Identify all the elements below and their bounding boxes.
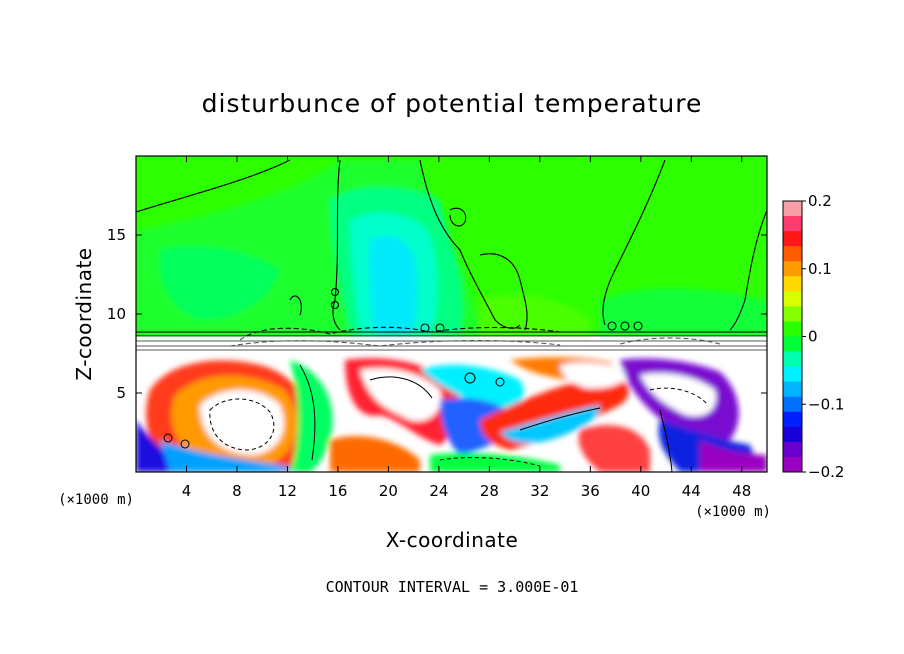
tropopause-band [136, 336, 767, 354]
colorbar-swatch [783, 216, 802, 232]
tropopause-contours [136, 326, 767, 351]
x-tick-label: 8 [232, 482, 242, 500]
y-tick-label: 10 [107, 305, 126, 323]
colorbar-swatch [783, 456, 802, 473]
chart-title: disturbunce of potential temperature [202, 89, 703, 118]
colorbar-tick-label: −0.2 [808, 463, 844, 481]
x-tick-label: 20 [379, 482, 398, 500]
colorbar-tick-label: 0.2 [808, 192, 832, 210]
colorbar-swatch [783, 276, 802, 292]
x-tick-label: 44 [682, 482, 701, 500]
lower-field-anomalies [136, 357, 767, 472]
y-tick-label: 5 [116, 384, 126, 402]
contour-interval-note: CONTOUR INTERVAL = 3.000E-01 [326, 578, 579, 596]
x-unit-label-right: (×1000 m) [695, 504, 771, 520]
colorbar-swatch [783, 396, 802, 413]
colorbar-swatch [783, 411, 802, 428]
colorbar-tick-label: −0.1 [808, 395, 844, 413]
x-unit-label-left: (×1000 m) [58, 492, 134, 508]
upper-field-contours [136, 159, 767, 333]
y-axis-label: Z-coordinate [72, 247, 96, 380]
x-axis-label: X-coordinate [386, 528, 519, 552]
colorbar-swatch [783, 336, 802, 353]
colorbar-tick-label: 0 [808, 328, 818, 346]
x-tick-label: 12 [278, 482, 297, 500]
y-tick-label: 15 [107, 226, 126, 244]
colorbar-tick-label: 0.1 [808, 260, 832, 278]
plot-area [136, 156, 767, 472]
x-tick-label: 40 [631, 482, 650, 500]
upper-field-anomalies [136, 160, 767, 336]
colorbar-swatch [783, 426, 802, 443]
x-tick-label: 16 [328, 482, 347, 500]
x-tick-label: 24 [429, 482, 448, 500]
colorbar-swatch [783, 351, 802, 368]
x-tick-label: 32 [530, 482, 549, 500]
colorbar-ticks: 0.2 0.1 0 −0.1 −0.2 [802, 192, 844, 481]
y-axis-ticks: 5 10 15 [107, 226, 767, 402]
x-tick-label: 4 [182, 482, 192, 500]
x-tick-label: 28 [480, 482, 499, 500]
colorbar-swatch [783, 441, 802, 458]
colorbar-swatch [783, 366, 802, 383]
x-axis-ticks: 4 8 12 16 20 24 28 32 36 40 44 48 [182, 156, 751, 500]
colorbar [782, 200, 803, 473]
lower-field-contours [163, 364, 709, 472]
colorbar-swatch [783, 261, 802, 277]
colorbar-swatch [783, 231, 802, 247]
colorbar-swatch [783, 381, 802, 398]
x-tick-label: 36 [581, 482, 600, 500]
colorbar-swatch [783, 321, 802, 337]
colorbar-swatch [783, 306, 802, 322]
colorbar-swatch [783, 246, 802, 262]
x-tick-label: 48 [732, 482, 751, 500]
colorbar-swatch [783, 291, 802, 307]
colorbar-swatch [783, 201, 802, 217]
